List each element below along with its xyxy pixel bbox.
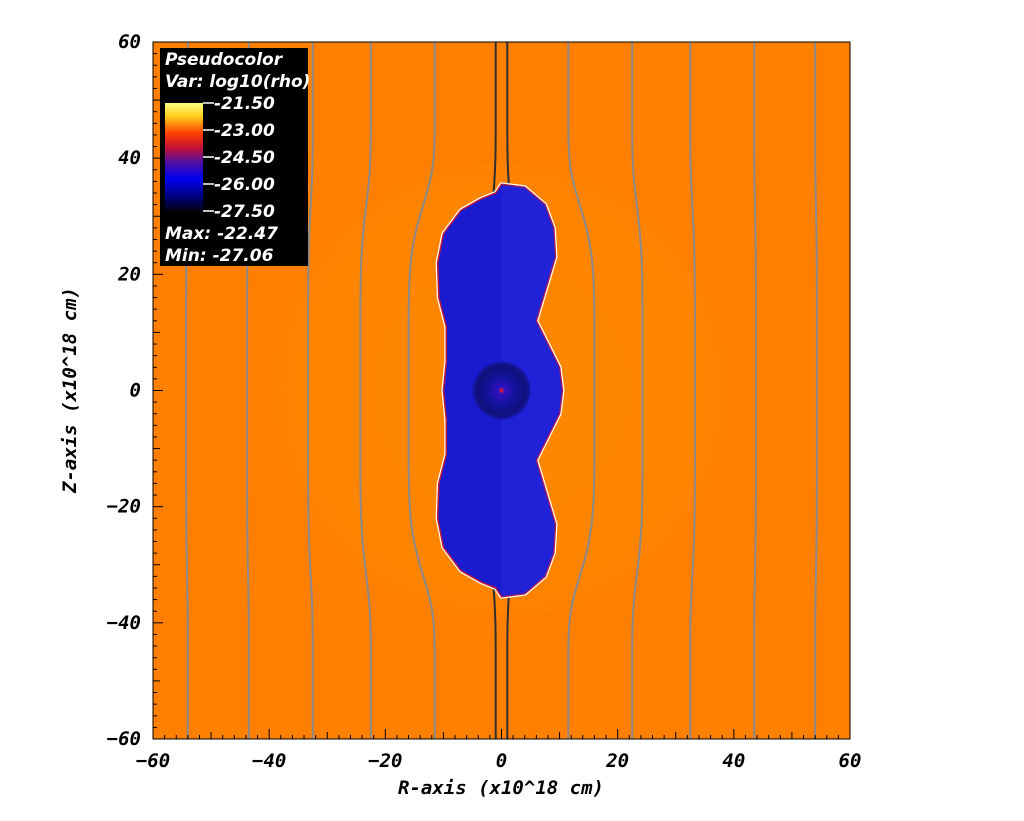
field-line [407, 42, 436, 739]
plot-area [153, 42, 850, 739]
y-tick-label: −60 [107, 728, 141, 750]
x-tick-label: −60 [136, 750, 170, 772]
field-line [359, 42, 372, 739]
x-tick-label: −20 [368, 750, 402, 772]
colorbar-label: -23.00 [214, 121, 275, 141]
y-axis-title: Z-axis (x10^18 cm) [59, 287, 81, 494]
colorbar-label: -27.50 [214, 202, 275, 222]
legend-max: Max: -22.47 [165, 224, 278, 244]
colorbar-label: -26.00 [214, 175, 275, 195]
field-line [814, 42, 818, 739]
legend: Pseudocolor Var: log10(rho) -21.50 -23.00… [160, 48, 310, 266]
colorbar-scale: -21.50 -23.00 -24.50 -26.00 -27.50 [203, 94, 275, 222]
x-axis-title: R-axis (x10^18 cm) [398, 777, 604, 799]
y-tick-label: 0 [130, 380, 141, 402]
x-tick-label: 40 [722, 750, 745, 772]
colorbar-label: -24.50 [214, 148, 275, 168]
x-tick-label: −40 [252, 750, 286, 772]
y-tick-label: −20 [107, 496, 141, 518]
field-line [567, 42, 596, 739]
legend-min: Min: -27.06 [165, 246, 274, 266]
colorbar [165, 103, 203, 211]
legend-variable: Var: log10(rho) [165, 72, 310, 92]
x-tick-label: 20 [605, 750, 629, 772]
legend-plot-type: Pseudocolor [165, 50, 284, 70]
y-tick-label: 20 [117, 263, 141, 285]
colorbar-label: -21.50 [214, 94, 275, 114]
central-source [472, 361, 531, 420]
y-tick-label: 40 [118, 147, 141, 169]
x-tick-label: 60 [839, 750, 862, 772]
field-line [631, 42, 644, 739]
field-line [689, 42, 696, 739]
field-line [307, 42, 314, 739]
x-tick-label: 0 [496, 750, 507, 772]
y-tick-label: 60 [118, 31, 141, 53]
x-axis-ticks: −60 −40 −20 0 20 40 60 [136, 729, 862, 772]
field-line [753, 42, 757, 739]
y-tick-label: −40 [107, 612, 141, 634]
